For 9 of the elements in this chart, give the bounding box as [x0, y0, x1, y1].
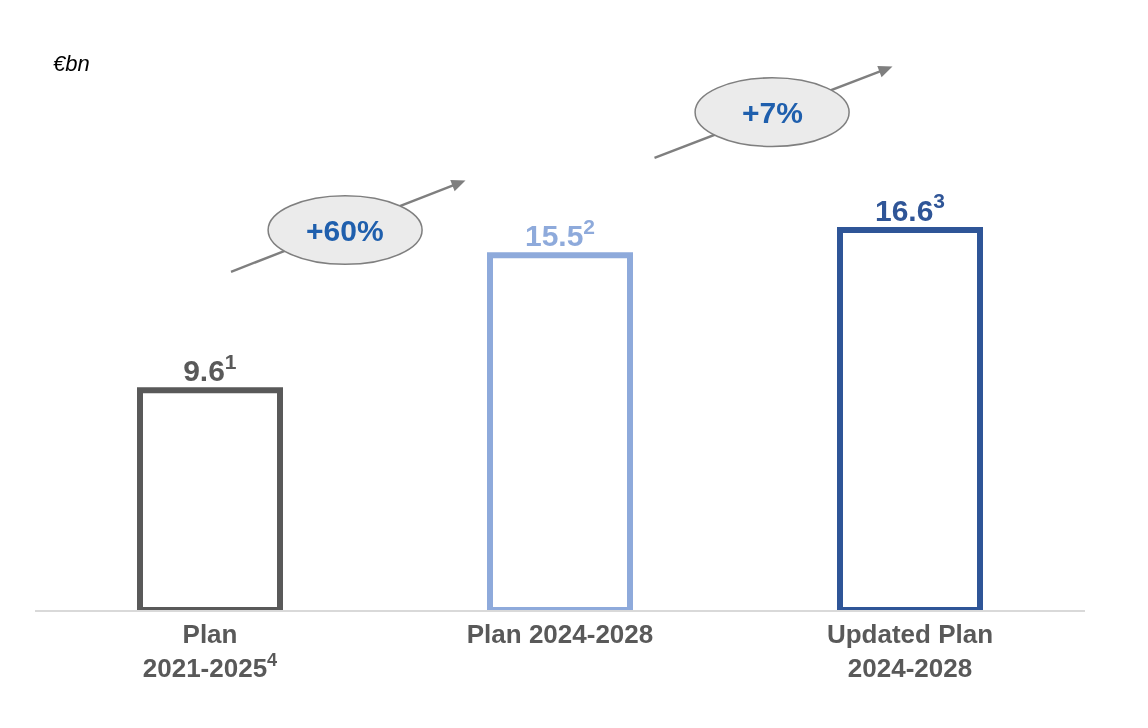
text: +7% — [742, 96, 803, 129]
text: €bn — [53, 51, 90, 76]
data-label: 15.5$^{2}$ — [524, 214, 596, 253]
x-tick-label: Plan 2021-2025$^{4}$ — [142, 619, 279, 683]
x-tick-label: Updated Plan 2024-2028 — [826, 619, 994, 683]
data-label: 9.6$^{1}$ — [183, 349, 237, 388]
data-label: 16.6$^{3}$ — [874, 189, 946, 227]
annotation: +60% — [306, 214, 384, 247]
x-tick-label: Plan 2024-2028 — [466, 619, 654, 650]
